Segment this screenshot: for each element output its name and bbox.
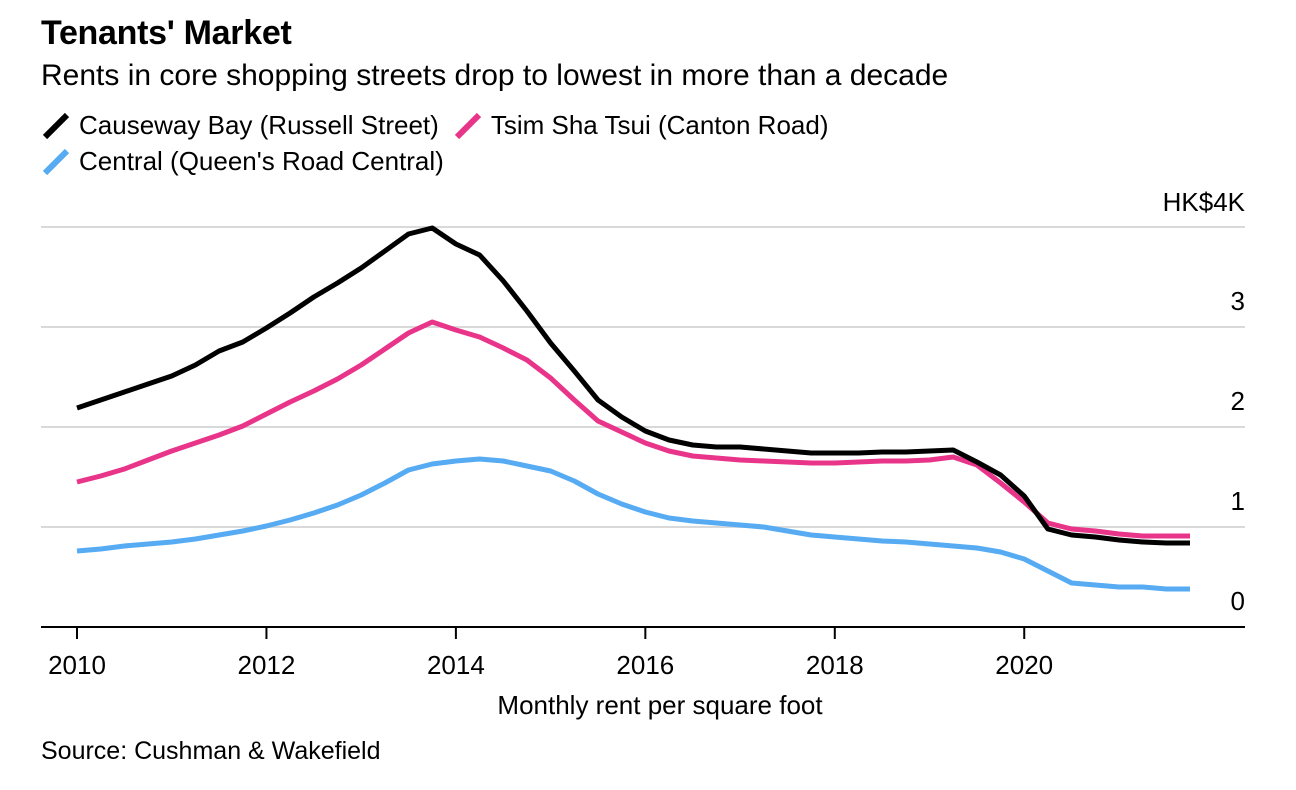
chart-title: Tenants' Market bbox=[41, 14, 292, 52]
legend-item-tsim-sha-tsui: Tsim Sha Tsui (Canton Road) bbox=[453, 110, 829, 141]
legend-label-tsim-sha-tsui: Tsim Sha Tsui (Canton Road) bbox=[490, 110, 829, 140]
y-tick-label: HK$4K bbox=[1163, 187, 1246, 217]
gridlines bbox=[41, 226, 1245, 528]
legend-label-central: Central (Queen's Road Central) bbox=[79, 146, 444, 176]
legend-swatch-causeway-bay bbox=[42, 112, 70, 139]
legend-swatch-tsim-sha-tsui bbox=[454, 112, 481, 139]
x-tick-label: 2020 bbox=[995, 650, 1053, 680]
chart-subtitle: Rents in core shopping streets drop to l… bbox=[41, 59, 949, 92]
y-tick-label: 0 bbox=[1231, 586, 1245, 616]
legend-row-2: Central (Queen's Road Central) bbox=[41, 146, 458, 177]
x-tick-label: 2014 bbox=[427, 650, 485, 680]
series-lines bbox=[76, 225, 1190, 592]
legend-item-central: Central (Queen's Road Central) bbox=[41, 146, 444, 177]
y-tick-label: 3 bbox=[1231, 286, 1245, 316]
series-line-causeway-bay bbox=[76, 225, 1190, 546]
x-tick-label: 2016 bbox=[616, 650, 674, 680]
legend-swatch-central bbox=[42, 148, 70, 175]
x-tick-label: 2012 bbox=[238, 650, 296, 680]
axes: 0 1 2 3 HK$4K 2010 2012 2014 2016 2018 2020 bbox=[41, 187, 1246, 680]
legend-item-causeway-bay: Causeway Bay (Russell Street) bbox=[41, 110, 439, 141]
y-tick-label: 1 bbox=[1231, 486, 1245, 516]
source-note: Source: Cushman & Wakefield bbox=[41, 737, 381, 765]
x-tick-label: 2018 bbox=[806, 650, 864, 680]
x-tick-label: 2010 bbox=[48, 650, 106, 680]
series-line-central bbox=[76, 456, 1190, 592]
legend-label-causeway-bay: Causeway Bay (Russell Street) bbox=[79, 110, 439, 140]
x-axis-label: Monthly rent per square foot bbox=[497, 690, 823, 720]
series-line-tsim-sha-tsui bbox=[76, 319, 1190, 539]
y-tick-label: 2 bbox=[1231, 386, 1245, 416]
legend-row-1: Causeway Bay (Russell Street) Tsim Sha T… bbox=[41, 110, 842, 141]
